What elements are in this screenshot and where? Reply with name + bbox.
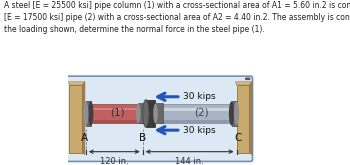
Ellipse shape <box>136 103 140 123</box>
Polygon shape <box>249 82 252 155</box>
Ellipse shape <box>143 100 149 127</box>
Circle shape <box>247 78 248 79</box>
Bar <box>160 104 237 123</box>
Ellipse shape <box>234 101 239 126</box>
Bar <box>138 103 146 123</box>
Bar <box>155 103 163 123</box>
Bar <box>160 120 237 123</box>
Polygon shape <box>236 82 252 85</box>
Bar <box>70 85 82 153</box>
Ellipse shape <box>229 101 234 126</box>
Circle shape <box>248 78 250 79</box>
Bar <box>232 101 237 126</box>
Bar <box>89 108 147 110</box>
Text: 30 kips: 30 kips <box>183 126 216 135</box>
Text: A: A <box>82 133 89 143</box>
Text: B: B <box>139 133 146 143</box>
Text: (1): (1) <box>110 108 125 118</box>
Text: 120 in.: 120 in. <box>100 157 129 165</box>
Bar <box>86 101 91 126</box>
Ellipse shape <box>153 103 158 123</box>
Ellipse shape <box>83 101 89 126</box>
Bar <box>89 104 147 123</box>
Bar <box>146 100 155 127</box>
Text: 144 in.: 144 in. <box>175 157 204 165</box>
FancyBboxPatch shape <box>66 76 252 161</box>
Text: A steel [E = 25500 ksi] pipe column (1) with a cross-sectional area of A1 = 5.60: A steel [E = 25500 ksi] pipe column (1) … <box>4 1 350 34</box>
Bar <box>160 108 237 111</box>
Bar <box>237 85 249 153</box>
Polygon shape <box>69 82 85 85</box>
Bar <box>89 120 147 123</box>
Circle shape <box>246 78 247 79</box>
Text: C: C <box>234 133 242 143</box>
Polygon shape <box>82 82 85 155</box>
Ellipse shape <box>88 101 93 126</box>
Text: (2): (2) <box>194 108 209 118</box>
Text: 30 kips: 30 kips <box>183 92 216 101</box>
